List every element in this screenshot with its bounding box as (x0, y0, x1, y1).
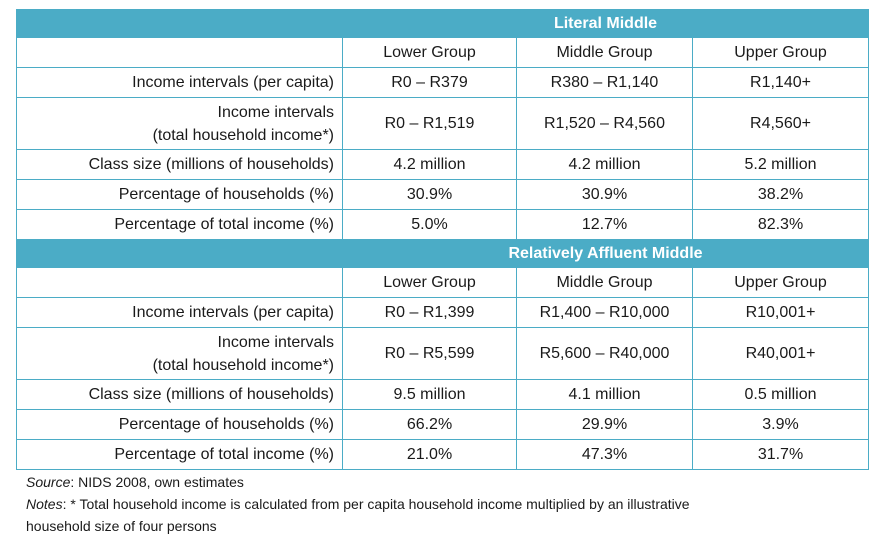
column-header: Upper Group (692, 37, 869, 68)
table-cell: 30.9% (342, 179, 517, 210)
row-label-line1: Income intervals (217, 103, 335, 121)
source-line: Source: NIDS 2008, own estimates (26, 471, 868, 493)
section-header-row: Relatively Affluent Middle (16, 239, 869, 268)
column-header: Middle Group (516, 37, 693, 68)
table-cell: 47.3% (516, 439, 693, 470)
table-cell: R1,520 – R4,560 (516, 97, 693, 150)
table-container: Literal Middle Lower Group Middle Group … (16, 9, 869, 537)
table-cell: R0 – R379 (342, 67, 517, 98)
table-cell: R1,140+ (692, 67, 869, 98)
row-label-line2: (total household income*) (152, 356, 334, 374)
section-title: Relatively Affluent Middle (342, 239, 869, 268)
section-header-spacer (16, 239, 343, 268)
row-label: Percentage of total income (%) (16, 209, 343, 240)
column-header-empty (16, 37, 343, 68)
table-notes: Source: NIDS 2008, own estimates Notes: … (16, 471, 868, 537)
table-row: Percentage of households (%) 30.9% 30.9%… (16, 179, 869, 210)
table-cell: R4,560+ (692, 97, 869, 150)
section-header-spacer (16, 9, 343, 38)
middle-class-table: Literal Middle Lower Group Middle Group … (16, 9, 869, 470)
table-cell: 3.9% (692, 409, 869, 440)
table-cell: R10,001+ (692, 297, 869, 328)
section-header-row: Literal Middle (16, 9, 869, 38)
row-label-line1: Income intervals (217, 333, 335, 351)
notes-line: Notes: * Total household income is calcu… (26, 493, 868, 515)
table-cell: 30.9% (516, 179, 693, 210)
table-cell: R40,001+ (692, 327, 869, 380)
table-cell: R1,400 – R10,000 (516, 297, 693, 328)
table-row: Percentage of households (%) 66.2% 29.9%… (16, 409, 869, 440)
table-row: Income intervals (per capita) R0 – R1,39… (16, 297, 869, 328)
row-label: Percentage of households (%) (16, 409, 343, 440)
table-cell: R0 – R5,599 (342, 327, 517, 380)
table-cell: 31.7% (692, 439, 869, 470)
row-label: Class size (millions of households) (16, 149, 343, 180)
table-cell: 9.5 million (342, 379, 517, 410)
table-cell: 5.0% (342, 209, 517, 240)
row-label: Income intervals (total household income*… (16, 97, 343, 150)
table-row: Income intervals (total household income*… (16, 327, 869, 380)
table-cell: R380 – R1,140 (516, 67, 693, 98)
row-label-line2: (total household income*) (152, 126, 334, 144)
table-cell: R0 – R1,519 (342, 97, 517, 150)
notes-line-2: household size of four persons (26, 518, 217, 534)
table-row: Income intervals (total household income*… (16, 97, 869, 150)
table-row: Class size (millions of households) 9.5 … (16, 379, 869, 410)
source-text: : NIDS 2008, own estimates (70, 474, 244, 490)
column-header: Middle Group (516, 267, 693, 298)
table-row: Income intervals (per capita) R0 – R379 … (16, 67, 869, 98)
column-header: Upper Group (692, 267, 869, 298)
row-label: Income intervals (total household income*… (16, 327, 343, 380)
table-cell: 4.2 million (516, 149, 693, 180)
row-label: Income intervals (per capita) (16, 297, 343, 328)
table-cell: 21.0% (342, 439, 517, 470)
table-cell: 5.2 million (692, 149, 869, 180)
row-label: Class size (millions of households) (16, 379, 343, 410)
table-cell: 4.1 million (516, 379, 693, 410)
notes-label: Notes (26, 496, 63, 512)
table-cell: 29.9% (516, 409, 693, 440)
table-cell: 82.3% (692, 209, 869, 240)
table-cell: R0 – R1,399 (342, 297, 517, 328)
table-cell: 0.5 million (692, 379, 869, 410)
table-row: Percentage of total income (%) 5.0% 12.7… (16, 209, 869, 240)
column-header: Lower Group (342, 267, 517, 298)
row-label: Percentage of total income (%) (16, 439, 343, 470)
column-header-empty (16, 267, 343, 298)
table-row: Class size (millions of households) 4.2 … (16, 149, 869, 180)
column-header-row: Lower Group Middle Group Upper Group (16, 267, 869, 298)
table-cell: R5,600 – R40,000 (516, 327, 693, 380)
table-cell: 12.7% (516, 209, 693, 240)
table-cell: 38.2% (692, 179, 869, 210)
table-cell: 4.2 million (342, 149, 517, 180)
table-cell: 66.2% (342, 409, 517, 440)
table-row: Percentage of total income (%) 21.0% 47.… (16, 439, 869, 470)
notes-text: : * Total household income is calculated… (62, 496, 690, 512)
column-header-row: Lower Group Middle Group Upper Group (16, 37, 869, 68)
row-label: Income intervals (per capita) (16, 67, 343, 98)
section-title: Literal Middle (342, 9, 869, 38)
column-header: Lower Group (342, 37, 517, 68)
row-label: Percentage of households (%) (16, 179, 343, 210)
source-label: Source (26, 474, 71, 490)
